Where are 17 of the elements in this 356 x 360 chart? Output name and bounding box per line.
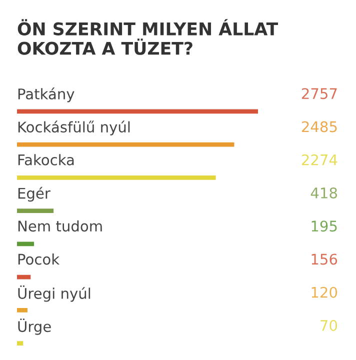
data-label: 156: [312, 254, 338, 265]
y-tick-label: Patkány: [18, 88, 74, 102]
data-label: 2757: [302, 88, 337, 100]
data-label: 2274: [302, 154, 338, 166]
y-tick-label: Ürge: [18, 318, 51, 335]
chart-title: ÖN SZERINT MILYEN ÁLLAT OKOZTA A TÜZET?: [18, 19, 278, 55]
data-label: 2485: [302, 121, 337, 132]
y-tick-label: Egér: [18, 186, 50, 202]
y-tick-label: Kockásfülű nyúl: [18, 120, 130, 136]
y-tick-label: Üregi nyúl: [18, 285, 90, 302]
data-label: 70: [320, 320, 338, 331]
y-tick-label: Pocok: [18, 253, 60, 265]
data-label: 195: [312, 220, 337, 232]
data-label: 418: [310, 187, 337, 198]
y-tick-label: Nem tudom: [18, 220, 102, 232]
y-tick-label: Fakocka: [18, 154, 74, 166]
data-label: 120: [312, 286, 338, 298]
